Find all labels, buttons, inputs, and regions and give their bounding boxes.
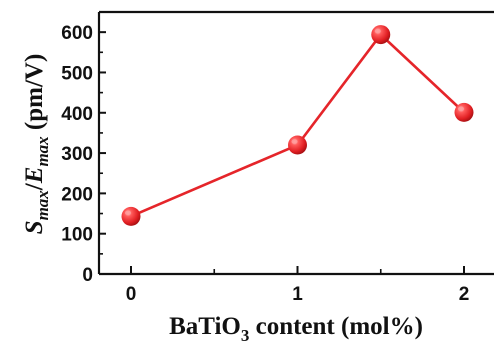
data-point [454, 102, 474, 122]
y-title-s: S [21, 220, 48, 234]
data-point-highlight [125, 210, 131, 216]
x-tick-label: 0 [126, 284, 137, 305]
y-tick-label: 600 [61, 23, 93, 44]
data-point-highlight [458, 106, 464, 112]
data-point [371, 25, 391, 45]
y-title-slash: / [21, 182, 48, 191]
x-tick-label: 1 [292, 284, 303, 305]
y-title-unit: (pm/V) [21, 54, 48, 137]
y-tick-label: 100 [61, 225, 93, 246]
data-point-highlight [291, 139, 298, 144]
y-tick-label: 300 [61, 144, 93, 165]
x-axis-title: BaTiO3 content (mol%) [169, 313, 423, 343]
y-tick-label: 0 [82, 265, 93, 286]
y-axis-title: Smax/Emax (pm/V) [21, 54, 52, 235]
data-point [288, 135, 307, 155]
y-title-e-sub: max [33, 136, 52, 167]
data-point [121, 206, 141, 226]
y-tick-label: 200 [61, 184, 93, 205]
x-ticks: 0 1 2 [126, 266, 470, 305]
x-title-rest: content (mol%) [249, 313, 423, 340]
data-markers [121, 25, 474, 226]
y-title-e: E [21, 167, 48, 185]
data-point-highlight [374, 28, 381, 34]
x-tick-label: 2 [459, 284, 470, 305]
y-ticks: 0 100 200 300 400 500 600 [61, 23, 106, 286]
y-title-s-sub: max [33, 190, 52, 221]
y-tick-label: 500 [61, 63, 93, 84]
y-tick-label: 400 [61, 104, 93, 125]
x-title-sub: 3 [241, 326, 250, 343]
series-line [130, 33, 465, 218]
x-title-base: BaTiO [169, 313, 241, 340]
